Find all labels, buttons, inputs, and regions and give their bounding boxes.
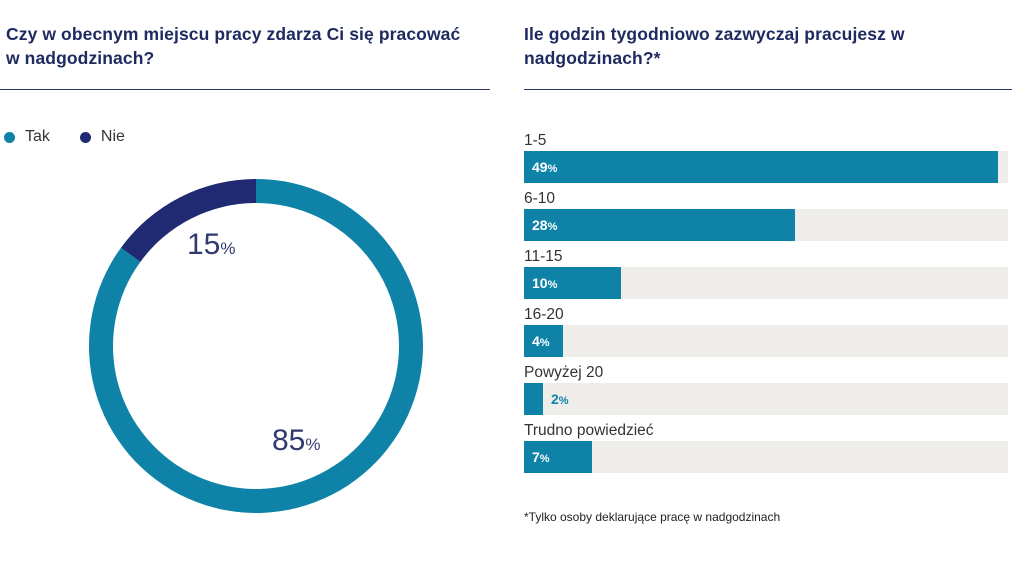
slice-value-tak: 85 bbox=[272, 424, 306, 457]
bar-category-label: 11-15 bbox=[524, 248, 563, 265]
right-title-divider bbox=[524, 89, 1012, 90]
right-chart-title: Ile godzin tygodniowo zazwyczaj pracujes… bbox=[524, 24, 905, 68]
bar-category-label: 1-5 bbox=[524, 132, 547, 149]
bar-category-label: 6-10 bbox=[524, 190, 556, 207]
bar bbox=[524, 441, 592, 473]
donut-slice-nie bbox=[120, 179, 256, 262]
bar-category-label: Powyżej 20 bbox=[524, 364, 604, 381]
slice-value-nie: 15 bbox=[187, 228, 221, 261]
left-title-divider bbox=[0, 89, 490, 90]
bar-value-label: 28% bbox=[532, 217, 558, 233]
bar-row: Trudno powiedzieć 7% bbox=[524, 420, 1008, 473]
bar bbox=[524, 267, 621, 299]
slice-label-nie: 15% bbox=[187, 228, 236, 262]
bar-category-label: Trudno powiedzieć bbox=[524, 422, 654, 439]
bar bbox=[524, 209, 795, 241]
bar bbox=[524, 151, 998, 183]
bar-track: 10% bbox=[524, 267, 1008, 299]
bar-value-label: 49% bbox=[532, 159, 558, 175]
footnote: *Tylko osoby deklarujące pracę w nadgodz… bbox=[524, 510, 781, 524]
bar-category-label: 16-20 bbox=[524, 306, 564, 323]
legend-swatch-tak bbox=[4, 131, 15, 143]
bar-value-label: 10% bbox=[532, 275, 558, 291]
slice-unit-tak: % bbox=[305, 435, 321, 454]
bar-value-label: 4% bbox=[532, 333, 550, 349]
legend-swatch-nie bbox=[79, 131, 91, 143]
bar-track: 2% bbox=[524, 383, 1008, 415]
bar-track: 4% bbox=[524, 325, 1008, 357]
legend-label-tak: Tak bbox=[25, 128, 50, 145]
bar-track: 28% bbox=[524, 209, 1008, 241]
bar-track: 7% bbox=[524, 441, 1008, 473]
legend-label-nie: Nie bbox=[100, 128, 125, 145]
bar-row: 6-10 28% bbox=[524, 188, 1008, 241]
bar-row: 16-20 4% bbox=[524, 304, 1008, 357]
legend-item-nie: Nie bbox=[79, 128, 125, 146]
bar bbox=[524, 325, 563, 357]
donut-legend: Tak Nie bbox=[4, 128, 125, 146]
left-chart-title: Czy w obecnym miejscu pracy zdarza Ci si… bbox=[6, 24, 461, 68]
bar-value-label: 2% bbox=[551, 391, 569, 407]
bar-row: Powyżej 20 2% bbox=[524, 362, 1008, 415]
bar bbox=[524, 383, 543, 415]
bar-track: 49% bbox=[524, 151, 1008, 183]
slice-label-tak: 85% bbox=[272, 424, 321, 458]
bar-row: 1-5 49% bbox=[524, 130, 1008, 183]
bar-value-label: 7% bbox=[532, 449, 550, 465]
slice-unit-nie: % bbox=[220, 239, 236, 258]
donut-chart bbox=[89, 179, 424, 513]
legend-item-tak: Tak bbox=[4, 128, 50, 146]
bar-row: 11-15 10% bbox=[524, 246, 1008, 299]
